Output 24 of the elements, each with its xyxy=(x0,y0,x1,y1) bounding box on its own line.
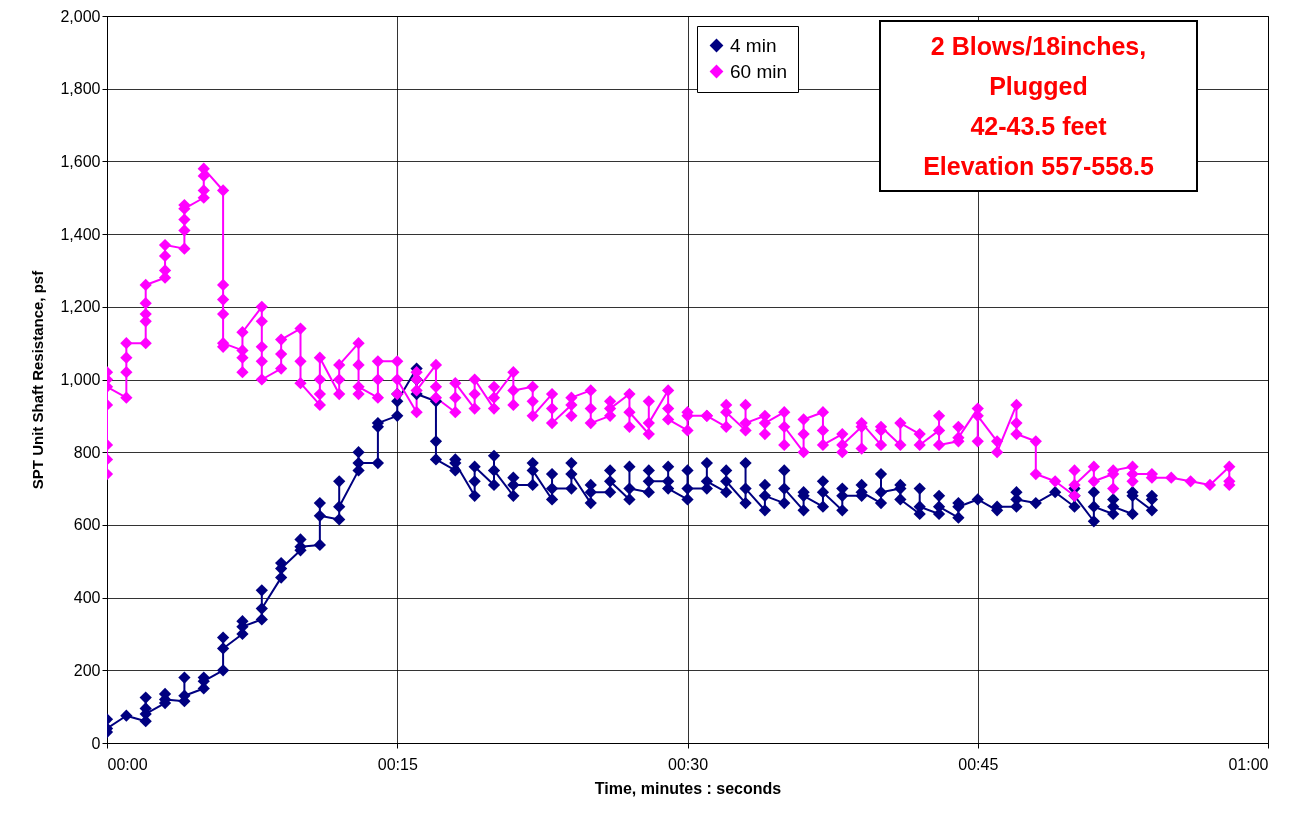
y-tick-label: 1,600 xyxy=(60,152,101,170)
y-tick-label: 2,000 xyxy=(60,7,101,25)
x-tick-label: 00:15 xyxy=(377,755,418,773)
y-tick-label: 0 xyxy=(91,734,101,752)
legend-label: 60 min xyxy=(730,60,788,82)
x-tick-label: 00:00 xyxy=(107,755,148,773)
y-tick-label: 1,400 xyxy=(60,225,101,243)
y-tick-label: 400 xyxy=(73,589,101,607)
x-tick-label: 00:45 xyxy=(958,755,999,773)
annotation: Elevation 557-558.5 xyxy=(923,151,1154,182)
annotation: 42-43.5 feet xyxy=(970,111,1107,142)
y-tick-label: 1,800 xyxy=(60,80,101,98)
annotation: Plugged xyxy=(989,71,1088,102)
annotation: 2 Blows/18inches, xyxy=(930,31,1147,62)
x-axis-title: Time, minutes : seconds xyxy=(594,779,782,797)
y-tick-label: 1,200 xyxy=(60,298,101,316)
legend-label: 4 min xyxy=(730,34,777,56)
x-tick-label: 00:30 xyxy=(667,755,709,773)
x-tick-label: 01:00 xyxy=(1228,755,1269,773)
y-axis-title: SPT Unit Shaft Resistance, psf xyxy=(29,269,47,490)
y-tick-label: 200 xyxy=(73,661,101,679)
y-tick-label: 800 xyxy=(73,443,101,461)
y-tick-label: 600 xyxy=(73,516,101,534)
y-tick-label: 1,000 xyxy=(60,371,101,388)
